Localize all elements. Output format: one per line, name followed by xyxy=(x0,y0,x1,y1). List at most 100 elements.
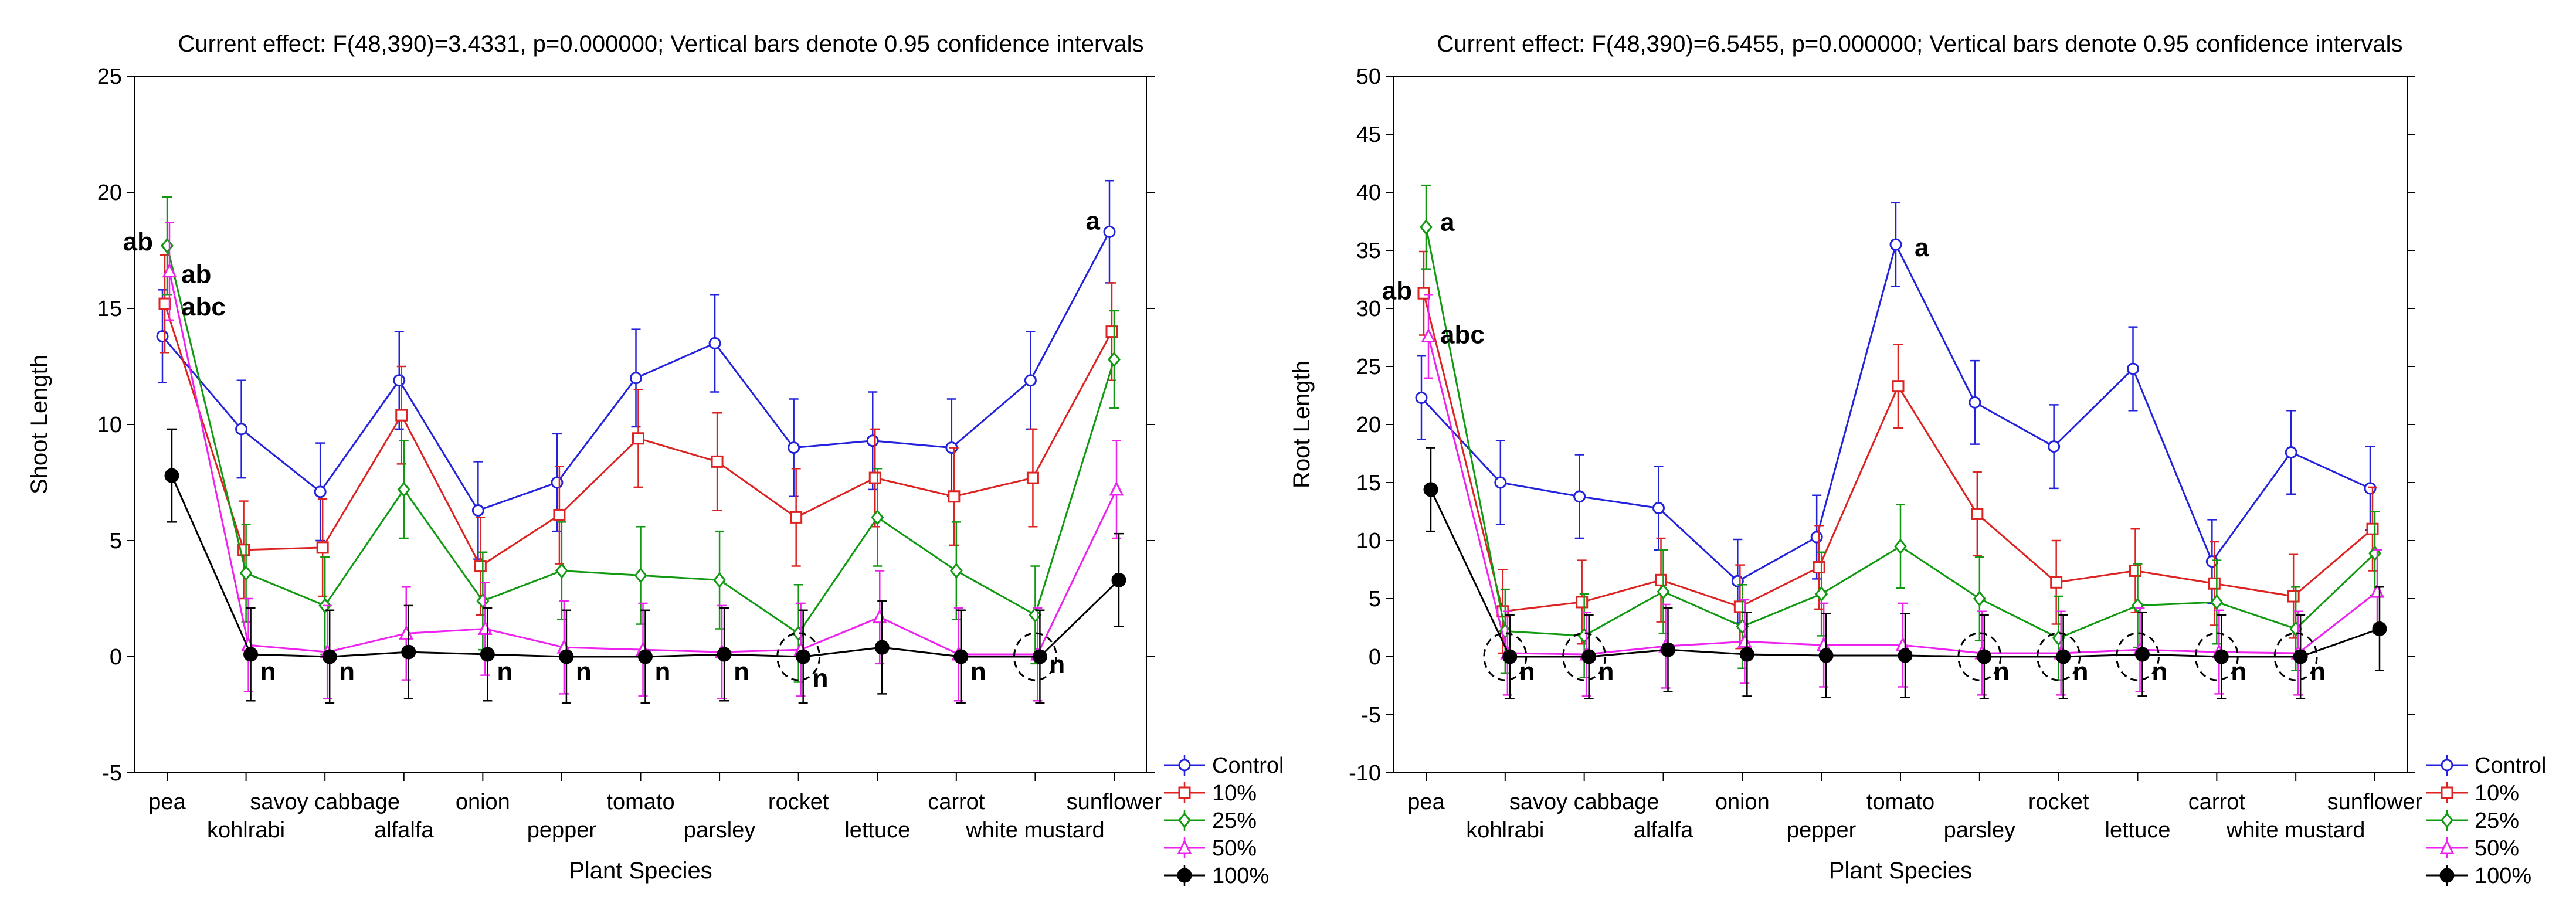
legend-label: Control xyxy=(2475,753,2547,778)
data-point-control xyxy=(1494,476,1507,489)
series-line-10pct xyxy=(1423,293,2373,613)
data-point-10pct xyxy=(1655,573,1667,586)
legend-marker xyxy=(2441,759,2453,772)
x-tick-label: rocket xyxy=(768,790,829,814)
series-50pct xyxy=(162,222,1124,702)
data-point-10pct xyxy=(1892,380,1905,393)
significance-letter: a xyxy=(1440,208,1455,237)
data-point-10pct xyxy=(395,409,408,422)
legend-marker xyxy=(1178,812,1191,828)
data-point-25pct xyxy=(1973,590,1986,607)
x-tick-label: parsley xyxy=(1944,818,2016,843)
legend-marker xyxy=(1177,868,1192,883)
data-point-25pct xyxy=(1657,583,1670,600)
significance-circle xyxy=(2273,632,2318,681)
data-point-100pct xyxy=(2214,649,2229,664)
x-axis-label: Plant Species xyxy=(569,858,712,884)
y-tick-label: 50 xyxy=(1356,64,1381,89)
legend-item-25pct: 25% xyxy=(2426,809,2519,833)
data-point-control xyxy=(1573,490,1586,503)
legend: Control 10% 25% 50% 100% xyxy=(1164,753,1284,888)
significance-circle xyxy=(776,632,821,681)
data-point-control xyxy=(1889,238,1902,251)
data-point-100pct xyxy=(717,647,732,662)
x-tick-label: tomato xyxy=(1866,790,1934,814)
significance-letter: n xyxy=(1519,657,1535,686)
data-point-control xyxy=(393,374,406,387)
y-tick-label: -5 xyxy=(102,761,122,786)
y-tick-label: 10 xyxy=(97,413,122,437)
data-point-control xyxy=(1415,391,1428,404)
data-point-25pct xyxy=(1420,219,1433,235)
plot-frame xyxy=(1393,76,2408,773)
legend-label: 100% xyxy=(2475,864,2531,888)
data-point-control xyxy=(2048,440,2061,453)
y-tick-label: 25 xyxy=(1356,355,1381,379)
series-line-50pct xyxy=(168,271,1118,656)
significance-letter: n xyxy=(576,657,592,686)
data-point-control xyxy=(788,441,800,454)
data-point-10pct xyxy=(1026,471,1039,484)
x-tick-label: lettuce xyxy=(844,818,910,843)
y-tick-label: 0 xyxy=(1369,645,1381,670)
data-point-25pct xyxy=(949,563,963,579)
data-point-control xyxy=(2127,362,2139,375)
legend-item-50pct: 50% xyxy=(2426,836,2519,861)
y-tick-label: -10 xyxy=(1349,761,1381,786)
data-point-100pct xyxy=(480,647,495,662)
data-point-control xyxy=(156,330,169,343)
data-point-100pct xyxy=(1898,648,1913,663)
legend-marker xyxy=(2439,868,2455,883)
data-point-100pct xyxy=(2135,647,2150,662)
data-point-10pct xyxy=(790,511,803,524)
data-point-100pct xyxy=(2056,649,2071,664)
x-tick-label: onion xyxy=(1715,790,1770,814)
x-tick-label: kohlrabi xyxy=(1466,818,1544,843)
significance-letter: n xyxy=(813,664,829,693)
x-tick-label: rocket xyxy=(2028,790,2089,814)
data-point-25pct xyxy=(871,510,884,525)
data-point-100pct xyxy=(243,647,259,662)
legend-label: Control xyxy=(1212,753,1284,778)
series-50pct xyxy=(1421,293,2385,697)
series-100pct xyxy=(164,428,1126,704)
data-point-control xyxy=(2205,555,2218,568)
x-tick-label: pea xyxy=(1407,790,1445,814)
y-tick-label: 20 xyxy=(97,181,122,205)
significance-letter: n xyxy=(497,657,513,686)
significance-letter: n xyxy=(2231,657,2246,686)
x-tick-label: white mustard xyxy=(965,818,1105,843)
y-tick-label: 5 xyxy=(110,529,122,553)
data-point-10pct xyxy=(316,541,329,554)
data-point-10pct xyxy=(2129,564,2141,577)
x-tick-label: carrot xyxy=(928,790,985,814)
significance-letter: n xyxy=(339,657,355,686)
data-point-100pct xyxy=(1111,572,1126,587)
data-point-25pct xyxy=(2131,597,2144,614)
data-point-10pct xyxy=(868,471,881,484)
data-point-50pct xyxy=(1109,481,1124,496)
x-tick-label: savoy cabbage xyxy=(250,790,400,814)
data-point-control xyxy=(551,476,564,489)
significance-circle xyxy=(1562,632,1607,681)
x-tick-label: onion xyxy=(456,790,510,814)
legend-marker xyxy=(1177,839,1192,854)
data-point-25pct xyxy=(1815,586,1828,602)
legend-label: 50% xyxy=(2475,836,2519,861)
legend-label: 25% xyxy=(2475,809,2519,833)
data-point-10pct xyxy=(2366,522,2379,535)
significance-letter: a xyxy=(1915,233,1929,262)
y-axis-label: Root Length xyxy=(1289,361,1315,488)
data-point-100pct xyxy=(1977,649,1992,664)
data-point-25pct xyxy=(161,237,174,254)
x-tick-label: carrot xyxy=(2188,790,2246,814)
series-control xyxy=(1415,202,2377,624)
data-point-control xyxy=(630,372,642,385)
significance-letter: abc xyxy=(181,293,226,321)
legend-label: 10% xyxy=(2475,781,2519,806)
legend-item-control: Control xyxy=(1164,753,1284,778)
significance-letter: n xyxy=(260,657,276,686)
data-point-25pct xyxy=(634,568,647,583)
series-10pct xyxy=(1417,250,2379,654)
data-point-control xyxy=(1652,502,1665,515)
